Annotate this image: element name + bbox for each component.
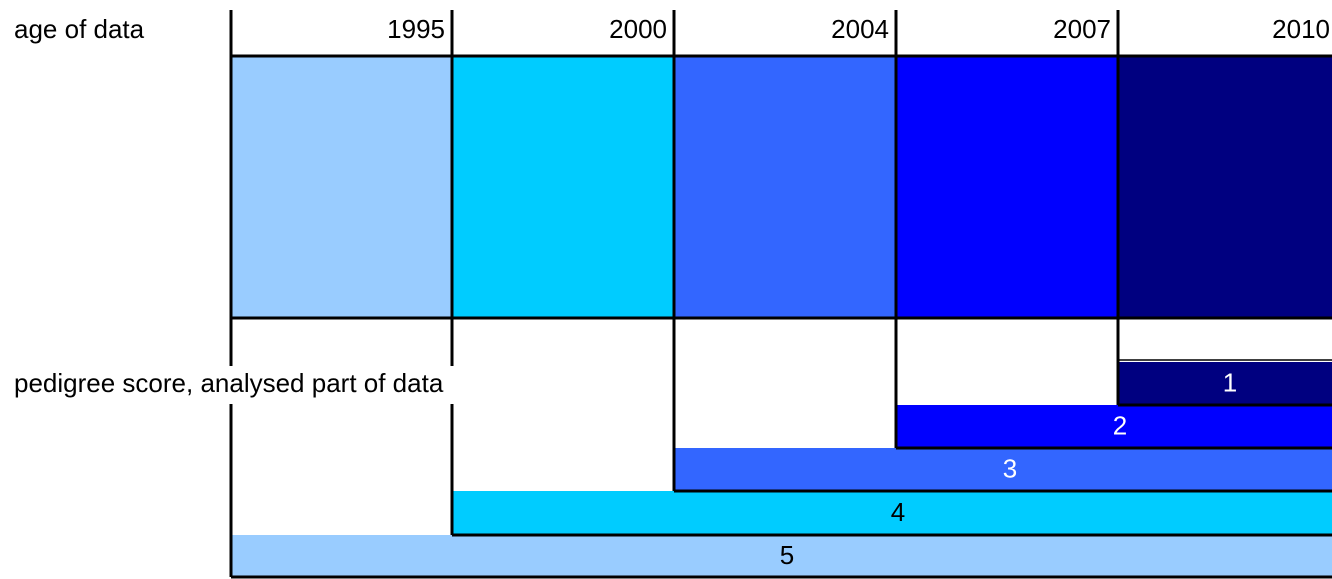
year-label: 1995	[387, 14, 445, 44]
score-bar	[1118, 362, 1332, 405]
score-label: 5	[780, 540, 794, 570]
age-block	[896, 56, 1118, 318]
score-bar	[896, 405, 1332, 448]
year-label: 2010	[1272, 14, 1330, 44]
age-block	[1118, 56, 1332, 318]
year-label: 2004	[831, 14, 889, 44]
score-bar	[452, 491, 1332, 535]
age-block	[674, 56, 896, 318]
age-block	[231, 56, 452, 318]
score-bar	[231, 535, 1332, 577]
score-label: 4	[891, 497, 905, 527]
score-label: 1	[1223, 367, 1237, 397]
year-label: 2000	[609, 14, 667, 44]
year-label: 2007	[1053, 14, 1111, 44]
label-backing	[10, 366, 595, 404]
pedigree-label: pedigree score, analysed part of data	[14, 368, 444, 398]
age-label: age of data	[14, 14, 145, 44]
score-label: 3	[1003, 453, 1017, 483]
score-label: 2	[1113, 410, 1127, 440]
score-bar	[674, 448, 1332, 491]
age-block	[452, 56, 674, 318]
